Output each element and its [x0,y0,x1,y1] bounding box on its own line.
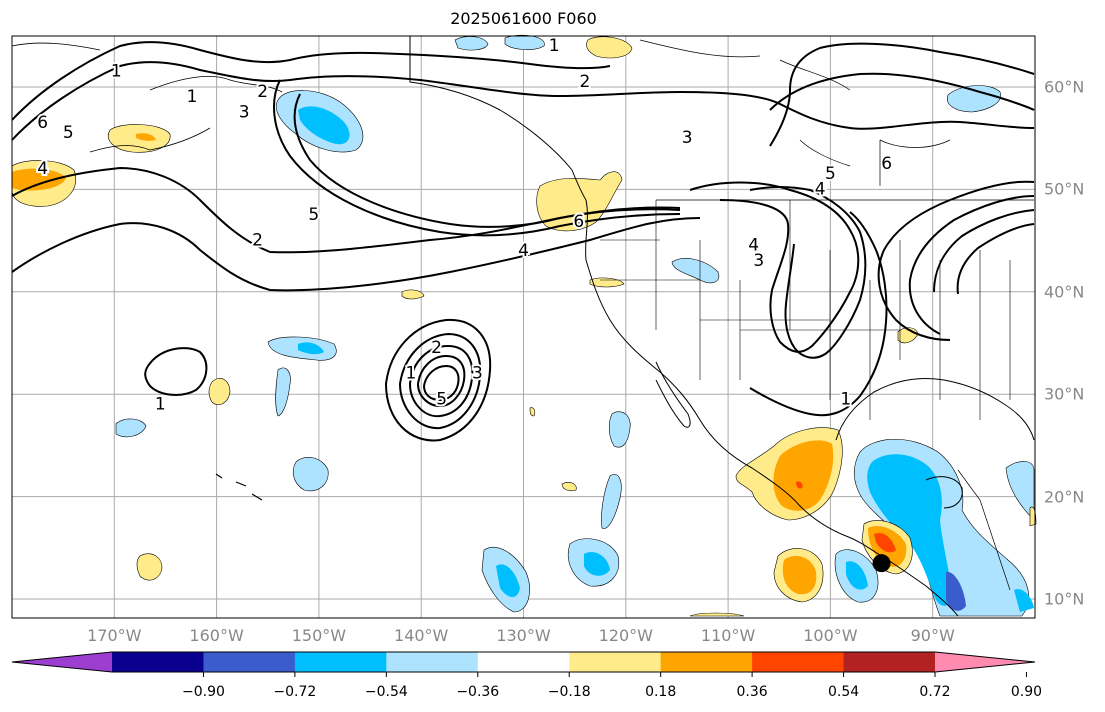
colorbar-segment [112,652,204,672]
negative-anomaly-shading [115,34,1035,617]
colorbar-tick-label: −0.36 [456,684,500,700]
map-frame [11,35,1036,619]
colorbar-segment [386,652,479,672]
colorbar-tick-label: 0.36 [736,684,768,700]
contour-label: 2 [252,231,263,251]
colorbar [11,651,1036,677]
latitude-label: 10°N [1044,589,1085,609]
colorbar-extend-max [935,652,1035,672]
colorbar-segment [477,652,570,672]
colorbar-tick-label: −0.54 [364,684,408,700]
contour-label: 3 [682,128,693,148]
latitude-label: 60°N [1044,77,1085,97]
colorbar-segment [843,652,936,672]
latitude-label: 40°N [1044,282,1085,302]
longitude-label: 150°W [291,626,347,645]
contour-label: 1 [406,364,417,384]
contour-label: 1 [549,36,560,56]
contour-label: 6 [881,154,892,174]
location-dot [872,554,891,573]
colorbar-tick-label: −0.90 [181,684,225,700]
contour-label: 3 [239,103,250,123]
colorbar-segment [294,652,387,672]
contour-label: 6 [37,113,48,133]
colorbar-tick-label: 0.90 [1010,684,1043,700]
contour-label: 2 [431,338,442,358]
colorbar-tick-label: 0.54 [827,684,860,700]
contour-label: 5 [436,389,447,409]
contour-label: 1 [155,394,166,414]
location-marker [872,554,891,573]
colorbar-tick-label: −0.18 [547,684,591,700]
contour-label: 5 [63,123,74,143]
colorbar-segment [660,652,753,672]
longitude-label: 100°W [803,626,858,645]
contour-label: 3 [472,364,483,384]
colorbar-tick-label: 0.72 [919,684,951,700]
contour-label: 3 [753,251,764,271]
contour-label: 4 [518,241,529,261]
contour-label: 1 [187,87,198,107]
colorbar-segment [752,652,845,672]
colorbar-tick-label: −0.72 [273,684,317,700]
longitude-label: 110°W [700,626,756,645]
colorbar-tick-label: 0.18 [645,684,677,700]
colorbar-outline [11,651,1036,673]
contour-label: 5 [825,164,836,184]
longitude-label: 90°W [910,626,955,645]
latitude-label: 20°N [1044,487,1085,507]
longitude-label: 160°W [189,626,244,645]
longitude-label: 120°W [598,626,653,645]
latitude-label: 50°N [1044,179,1085,199]
colorbar-segment [203,652,296,672]
contour-label: 4 [37,159,48,179]
contour-label: 1 [840,389,851,409]
height-contours [11,41,1035,442]
contour-label: 2 [579,72,590,92]
longitude-label: 130°W [496,626,551,645]
colorbar-segment [569,652,662,672]
contour-label: 1 [111,62,122,82]
contour-label: 4 [815,179,826,199]
contour-label: 2 [257,82,268,102]
contour-label: 4 [748,236,759,256]
contour-label: 6 [573,212,584,232]
colorbar-extend-min [12,652,112,672]
longitude-label: 140°W [394,626,449,645]
longitude-label: 170°W [87,626,142,645]
map-title: 2025061600 F060 [450,9,597,28]
coastlines-and-borders [11,36,1035,617]
contour-label: 5 [308,205,319,225]
latitude-label: 30°N [1044,384,1085,404]
